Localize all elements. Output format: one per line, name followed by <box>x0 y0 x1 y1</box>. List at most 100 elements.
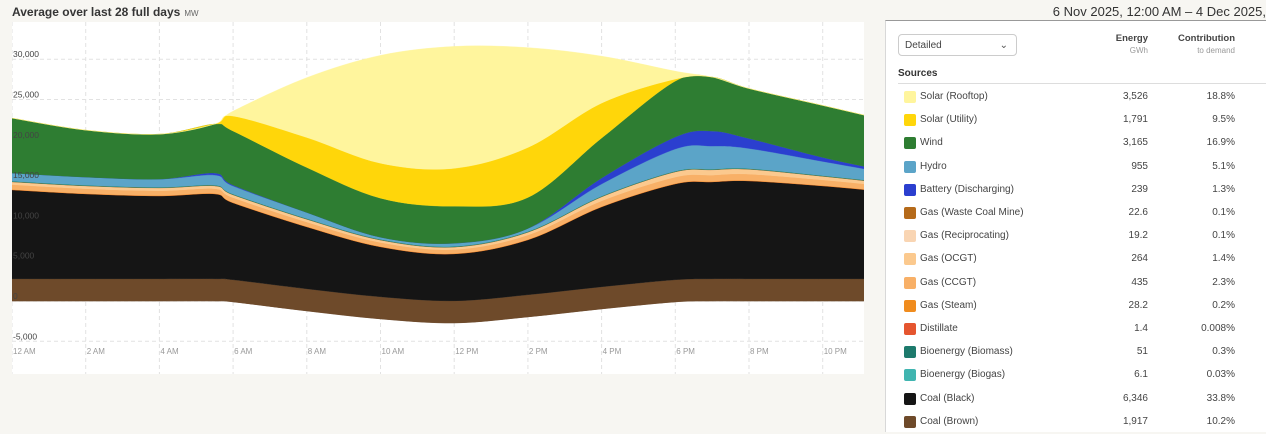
view-select[interactable]: Detailed ⌄ <box>898 34 1017 56</box>
sources-panel: Detailed ⌄ Energy GWh Contribution to dem… <box>885 20 1266 432</box>
source-row[interactable]: Battery (Discharging) 239 1.3% <box>886 182 1266 202</box>
source-contribution: 0.2% <box>1212 299 1235 311</box>
contribution-sub: to demand <box>1197 46 1235 55</box>
source-energy: 51 <box>1136 346 1148 358</box>
stacked-area-chart: 30,000 25,000 20,000 15,000 10,000 5,000 0 -5,0… <box>11 22 879 374</box>
color-swatch-icon <box>904 207 916 219</box>
contribution-header[interactable]: Contribution <box>1178 33 1235 44</box>
y-tick-label: 15,000 <box>13 170 39 180</box>
source-energy: 1.4 <box>1134 323 1148 334</box>
source-name: Battery (Discharging) <box>920 183 1014 195</box>
x-tick-label: 6 PM <box>676 347 695 356</box>
source-contribution: 5.1% <box>1212 160 1235 172</box>
color-swatch-icon <box>904 369 916 382</box>
view-select-value: Detailed <box>905 40 942 51</box>
source-row[interactable]: Coal (Brown) 1,917 10.2% <box>886 414 1266 434</box>
source-energy: 22.6 <box>1128 207 1148 218</box>
color-swatch-icon <box>904 346 916 359</box>
source-name: Wind <box>920 137 943 149</box>
source-contribution: 0.3% <box>1212 346 1235 358</box>
color-swatch-icon <box>904 137 916 150</box>
source-contribution: 0.1% <box>1212 230 1235 242</box>
x-tick-label: 8 PM <box>750 347 769 356</box>
x-tick-label: 2 AM <box>87 347 106 356</box>
source-energy: 435 <box>1131 276 1148 288</box>
energy-header[interactable]: Energy <box>1115 33 1148 44</box>
source-name: Distillate <box>920 323 958 334</box>
source-row[interactable]: Solar (Utility) 1,791 9.5% <box>886 112 1266 132</box>
chart-title-text: Average over last 28 full days <box>12 5 181 19</box>
source-energy: 6.1 <box>1134 369 1148 381</box>
color-swatch-icon <box>904 114 916 127</box>
color-swatch-icon <box>904 230 916 243</box>
x-tick-label: 10 AM <box>382 347 405 356</box>
source-contribution: 2.3% <box>1212 276 1235 288</box>
source-energy: 1,791 <box>1122 114 1148 126</box>
x-tick-label: 4 AM <box>160 347 179 356</box>
source-name: Gas (OCGT) <box>920 253 977 265</box>
y-tick-label: 25,000 <box>13 90 39 100</box>
y-tick-label: 10,000 <box>13 210 39 220</box>
source-energy: 3,165 <box>1122 137 1148 149</box>
x-tick-label: 12 PM <box>455 347 478 356</box>
source-contribution: 18.8% <box>1206 91 1235 102</box>
x-tick-label: 12 AM <box>13 347 36 356</box>
source-row[interactable]: Distillate 1.4 0.008% <box>886 321 1266 341</box>
source-energy: 955 <box>1131 160 1148 172</box>
chart-title: Average over last 28 full days MW <box>12 5 199 19</box>
color-swatch-icon <box>904 91 916 103</box>
source-row[interactable]: Hydro 955 5.1% <box>886 159 1266 179</box>
source-row[interactable]: Coal (Black) 6,346 33.8% <box>886 391 1266 411</box>
source-contribution: 33.8% <box>1206 392 1235 404</box>
source-energy: 28.2 <box>1128 299 1148 311</box>
y-tick-label: 30,000 <box>13 49 39 59</box>
source-energy: 264 <box>1131 253 1148 265</box>
generation-chart[interactable]: 30,000 25,000 20,000 15,000 10,000 5,000 0 -5,0… <box>11 22 879 374</box>
color-swatch-icon <box>904 276 916 289</box>
x-tick-label: 8 AM <box>308 347 327 356</box>
color-swatch-icon <box>904 253 916 266</box>
source-row[interactable]: Gas (Reciprocating) 19.2 0.1% <box>886 228 1266 248</box>
date-range[interactable]: 6 Nov 2025, 12:00 AM – 4 Dec 2025, <box>1052 4 1266 19</box>
source-energy: 239 <box>1131 183 1148 195</box>
y-tick-label: 20,000 <box>13 130 39 140</box>
source-energy: 19.2 <box>1128 230 1148 242</box>
x-tick-label: 6 AM <box>234 347 253 356</box>
chevron-down-icon: ⌄ <box>999 40 1008 51</box>
source-row[interactable]: Gas (OCGT) 264 1.4% <box>886 251 1266 271</box>
source-contribution: 0.03% <box>1206 369 1235 381</box>
source-name: Coal (Brown) <box>920 415 979 427</box>
x-tick-label: 10 PM <box>824 347 847 356</box>
energy-unit: GWh <box>1129 46 1148 55</box>
source-name: Gas (Reciprocating) <box>920 230 1009 242</box>
color-swatch-icon <box>904 415 916 428</box>
unit-label: MW <box>184 9 199 18</box>
source-contribution: 1.4% <box>1212 253 1235 265</box>
source-contribution: 9.5% <box>1212 114 1235 126</box>
color-swatch-icon <box>904 299 916 312</box>
source-row[interactable]: Gas (Steam) 28.2 0.2% <box>886 298 1266 318</box>
source-name: Coal (Black) <box>920 392 975 404</box>
source-name: Bioenergy (Biogas) <box>920 369 1006 381</box>
source-row[interactable]: Gas (CCGT) 435 2.3% <box>886 275 1266 295</box>
color-swatch-icon <box>904 160 916 173</box>
source-contribution: 0.008% <box>1201 323 1235 334</box>
x-tick-label: 2 PM <box>529 347 548 356</box>
source-row[interactable]: Gas (Waste Coal Mine) 22.6 0.1% <box>886 205 1266 225</box>
source-row[interactable]: Bioenergy (Biogas) 6.1 0.03% <box>886 367 1266 387</box>
source-name: Gas (CCGT) <box>920 276 977 288</box>
source-contribution: 0.1% <box>1212 207 1235 218</box>
source-row[interactable]: Solar (Rooftop) 3,526 18.8% <box>886 89 1266 109</box>
source-contribution: 16.9% <box>1206 137 1235 149</box>
source-contribution: 10.2% <box>1206 415 1235 427</box>
source-row[interactable]: Bioenergy (Biomass) 51 0.3% <box>886 344 1266 364</box>
source-name: Solar (Rooftop) <box>920 91 988 102</box>
source-name: Bioenergy (Biomass) <box>920 346 1013 358</box>
source-row[interactable]: Wind 3,165 16.9% <box>886 135 1266 155</box>
source-energy: 1,917 <box>1122 415 1148 427</box>
source-name: Solar (Utility) <box>920 114 978 126</box>
source-name: Gas (Waste Coal Mine) <box>920 207 1024 218</box>
source-name: Gas (Steam) <box>920 299 977 311</box>
y-tick-label: 5,000 <box>13 251 35 261</box>
color-swatch-icon <box>904 183 916 196</box>
